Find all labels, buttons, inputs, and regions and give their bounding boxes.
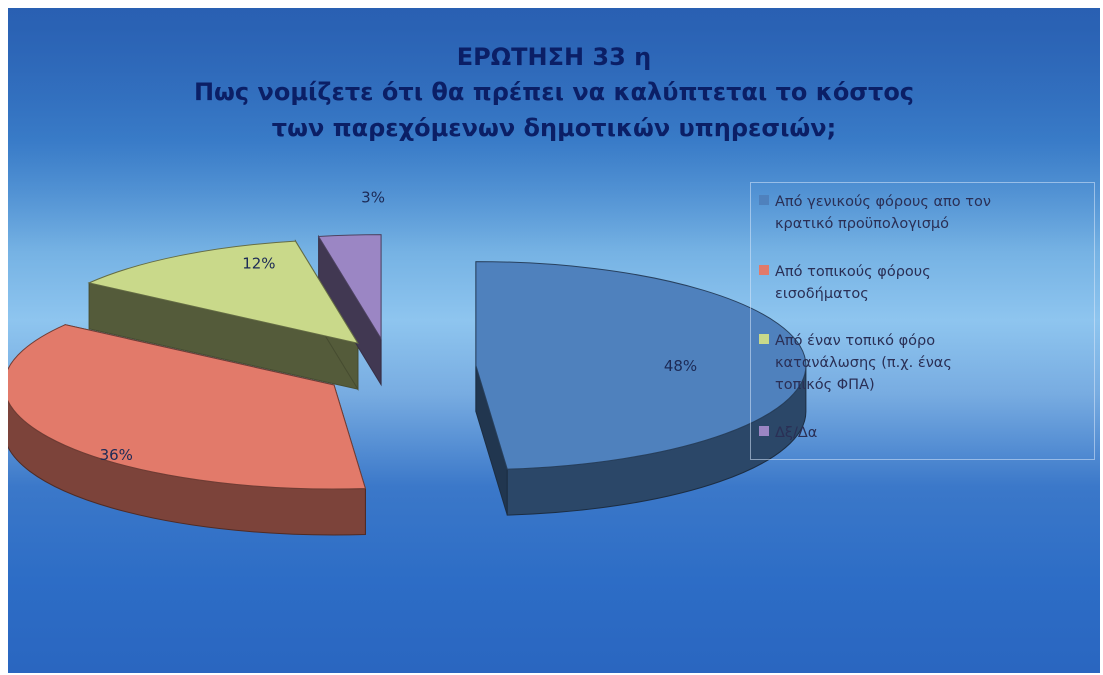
- slide-background-band: [8, 8, 1100, 253]
- legend-label-local-consumption-tax: Από έναν τοπικό φόρο κατανάλωσης (π.χ. έ…: [775, 333, 952, 393]
- slice-local-income-taxes-top: [8, 324, 367, 490]
- slice-local-consumption-tax-top: [87, 240, 359, 344]
- data-label-dont-know: 3%: [361, 189, 385, 207]
- chart-title: ΕΡΩΤΗΣΗ 33 η: [456, 43, 652, 71]
- chart-legend: Από γενικούς φόρους απο τον κρατικό προϋ…: [750, 182, 1095, 460]
- legend-item-local-income-taxes: Από τοπικούς φόρους εισοδήματος: [759, 261, 1089, 305]
- legend-swatch-general-taxes: [759, 195, 769, 205]
- legend-item-dont-know: Δξ/Δα: [759, 422, 1089, 444]
- chart-title-block: ΕΡΩΤΗΣΗ 33 η Πως νομίζετε ότι θα πρέπει …: [8, 40, 1100, 146]
- slice-dont-know-top: [317, 234, 382, 341]
- legend-swatch-dont-know: [759, 426, 769, 436]
- data-label-local-income-taxes: 36%: [100, 446, 133, 464]
- legend-item-local-consumption-tax: Από έναν τοπικό φόρο κατανάλωσης (π.χ. έ…: [759, 330, 1089, 396]
- legend-item-general-taxes: Από γενικούς φόρους απο τον κρατικό προϋ…: [759, 191, 1089, 235]
- legend-label-local-income-taxes: Από τοπικούς φόρους εισοδήματος: [775, 264, 931, 302]
- legend-swatch-local-income-taxes: [759, 265, 769, 275]
- data-label-general-taxes: 48%: [664, 357, 697, 375]
- slide: ΕΡΩΤΗΣΗ 33 η Πως νομίζετε ότι θα πρέπει …: [8, 8, 1100, 673]
- data-label-local-consumption-tax: 12%: [242, 254, 275, 272]
- pie-data-labels: 48% 36% 12% 3%: [100, 189, 698, 464]
- pie-top-faces: [8, 234, 807, 490]
- legend-label-dont-know: Δξ/Δα: [775, 425, 818, 441]
- pie-chart: 48% 36% 12% 3%: [8, 189, 807, 536]
- legend-swatch-local-consumption-tax: [759, 334, 769, 344]
- chart-subtitle-line-2: των παρεχόμενων δημοτικών υπηρεσιών;: [271, 114, 837, 142]
- slice-general-taxes-top: [475, 261, 807, 470]
- chart-subtitle-line-1: Πως νομίζετε ότι θα πρέπει να καλύπτεται…: [193, 78, 915, 106]
- legend-label-general-taxes: Από γενικούς φόρους απο τον κρατικό προϋ…: [775, 194, 991, 232]
